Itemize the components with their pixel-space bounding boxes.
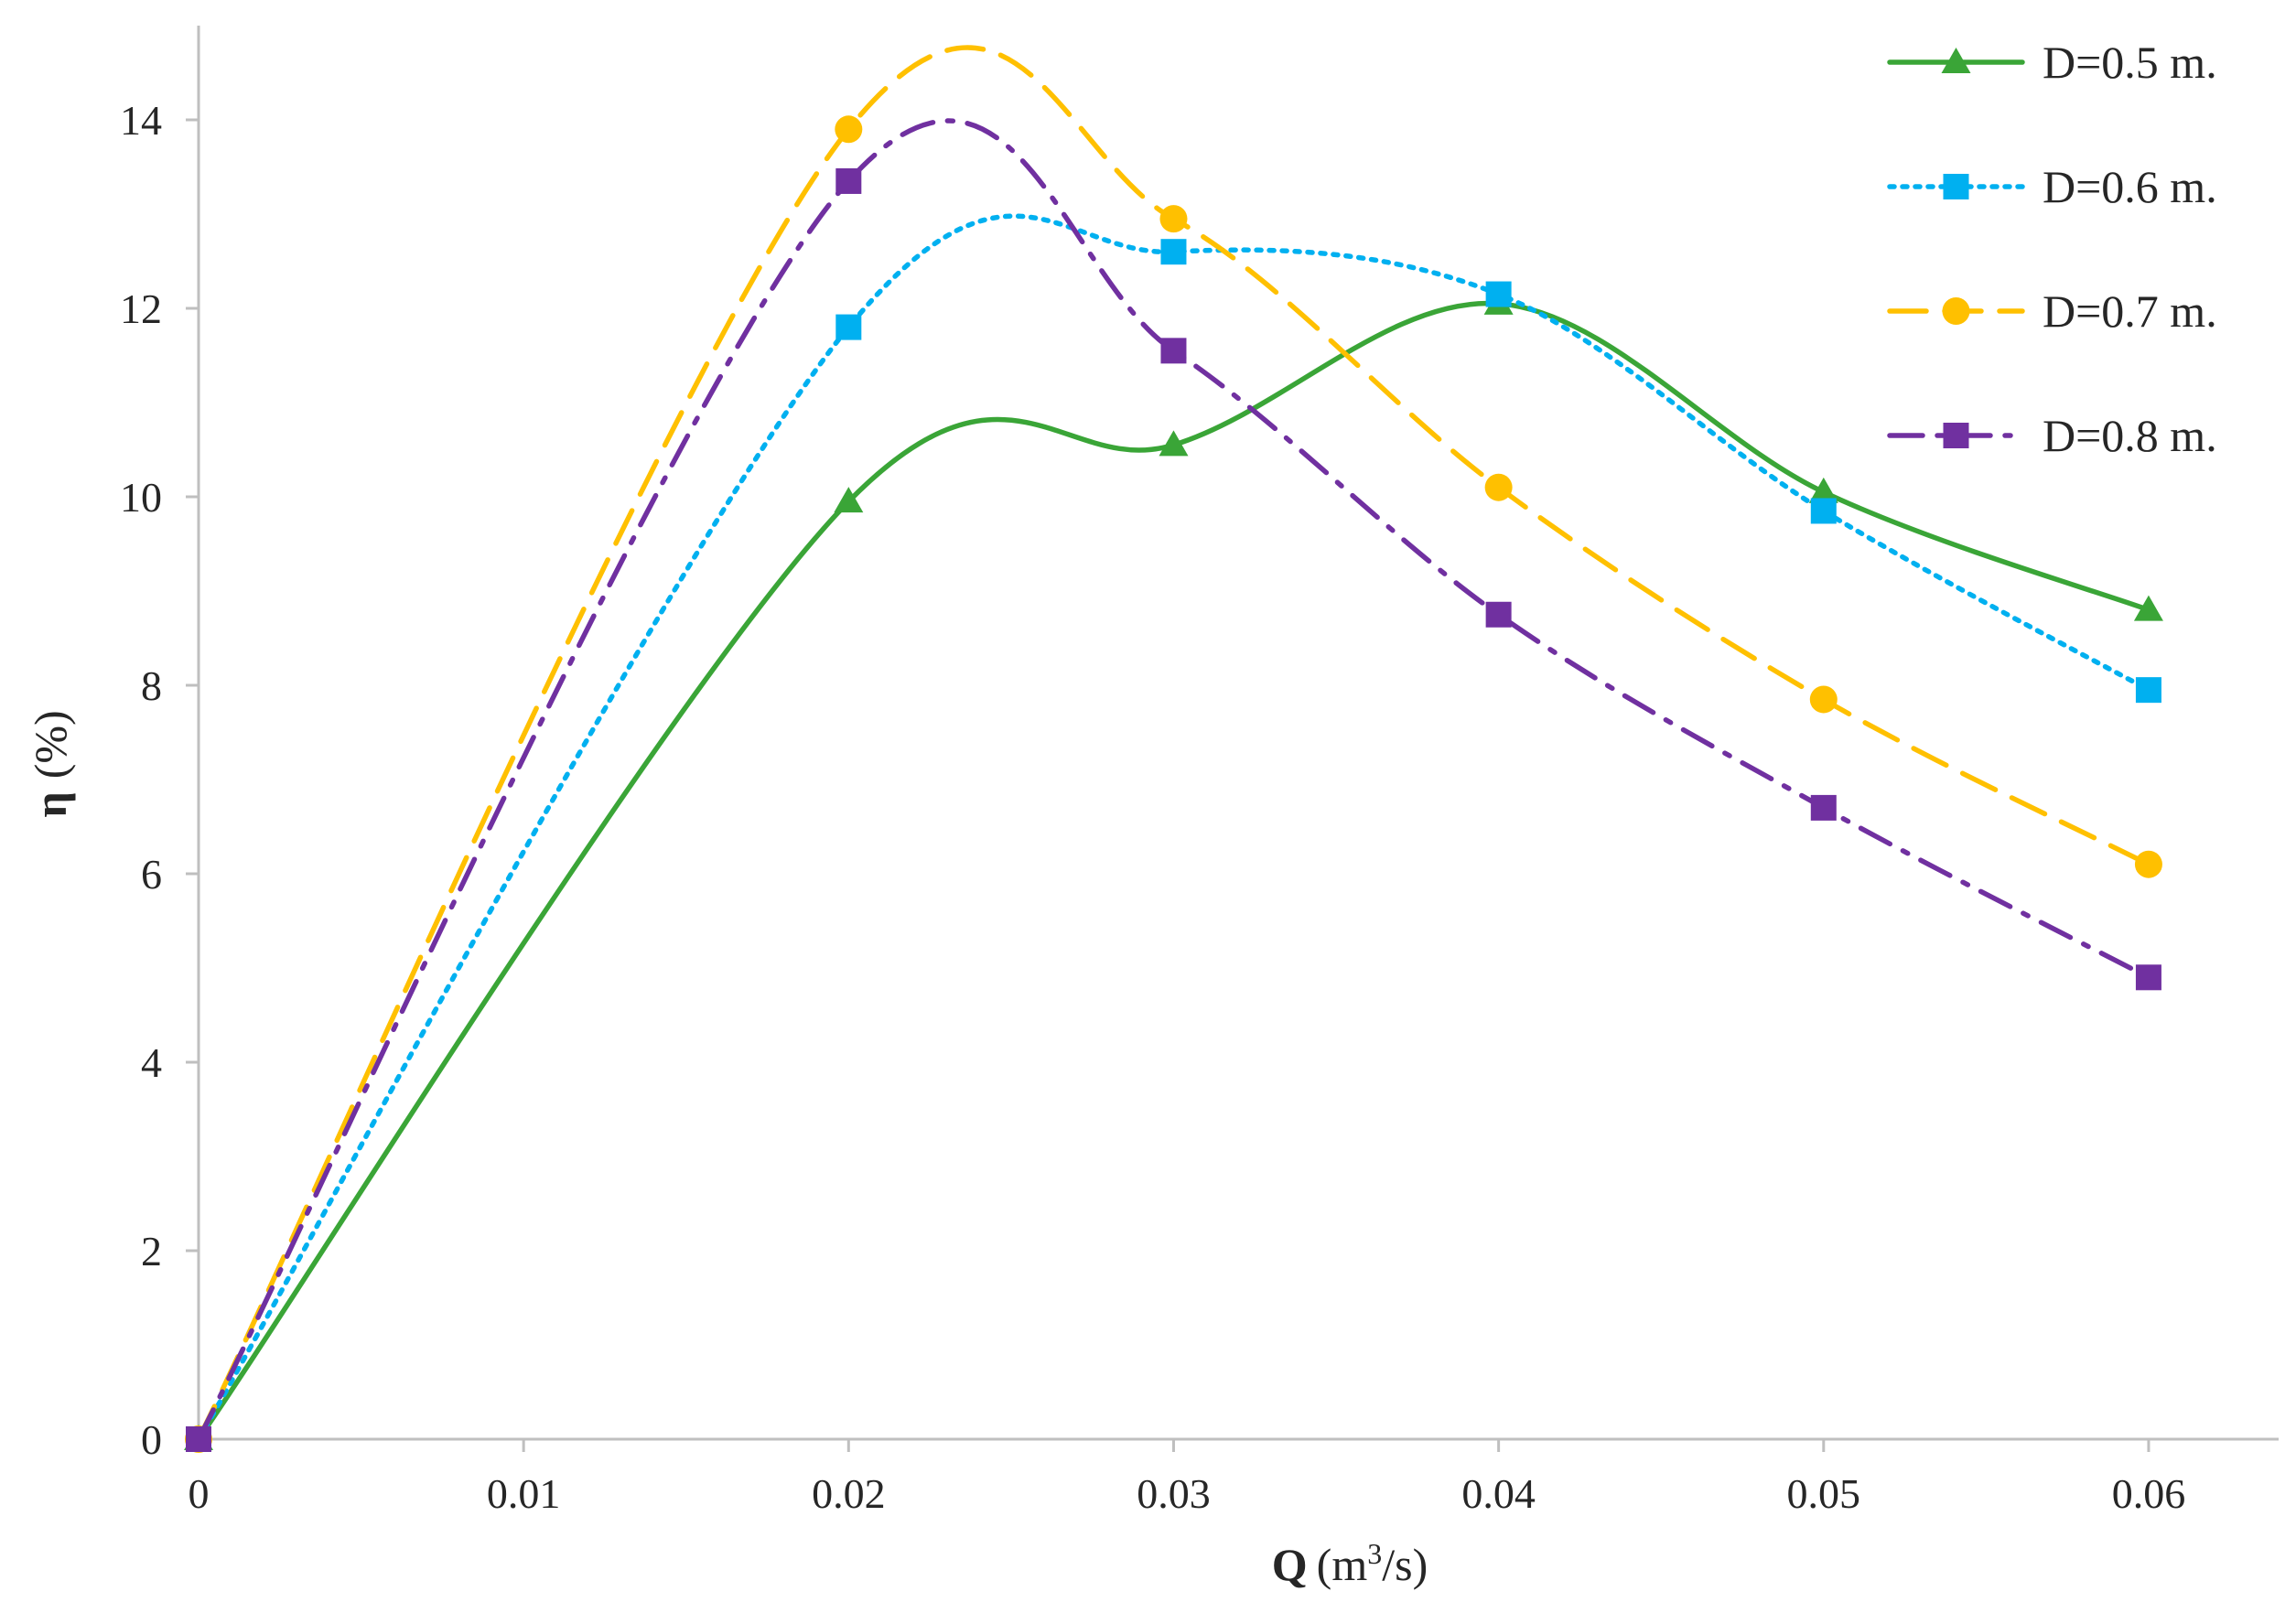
y-tick-label: 6 xyxy=(141,851,162,898)
y-axis-unit: (%) xyxy=(25,710,76,779)
data-point xyxy=(835,115,863,144)
legend: D=0.5 m. D=0.6 m. D=0.7 m. D=0.8 m. xyxy=(1887,37,2217,461)
y-tick-label: 0 xyxy=(141,1416,162,1463)
data-point xyxy=(1485,281,1512,307)
data-point xyxy=(1809,685,1838,714)
axes: 0 2 4 6 8 10 12 14 0 0.01 0.02 0.03 0.04 0.05 0.06 xyxy=(120,26,2279,1517)
data-point xyxy=(186,1426,211,1452)
data-point xyxy=(835,314,862,340)
data-point xyxy=(2133,595,2163,621)
x-axis-unit-pre: (m xyxy=(1317,1539,1368,1590)
legend-label: D=0.7 m. xyxy=(2043,285,2217,337)
data-point xyxy=(1160,338,1187,364)
legend-item: D=0.5 m. xyxy=(1887,37,2217,88)
data-point xyxy=(1485,601,1512,628)
x-tick-label: 0.06 xyxy=(2112,1470,2186,1517)
x-axis-unit-sup: 3 xyxy=(1367,1537,1382,1570)
y-tick-label: 4 xyxy=(141,1039,162,1086)
data-point xyxy=(1160,239,1187,265)
legend-label: D=0.5 m. xyxy=(2043,37,2217,88)
x-axis-symbol: Q xyxy=(1272,1539,1308,1590)
legend-item: D=0.7 m. xyxy=(1887,285,2217,337)
x-tick-label: 0 xyxy=(189,1470,210,1517)
y-axis-title: η (%) xyxy=(25,710,76,817)
x-tick-label: 0.05 xyxy=(1787,1470,1861,1517)
series-layer xyxy=(184,45,2163,1453)
series-4 xyxy=(186,118,2161,1452)
x-tick-label: 0.01 xyxy=(487,1470,561,1517)
legend-item: D=0.6 m. xyxy=(1887,161,2217,212)
data-point xyxy=(2135,964,2161,991)
series-line xyxy=(196,300,2151,1442)
series-1 xyxy=(184,288,2163,1450)
x-axis-unit-post: /s) xyxy=(1382,1539,1428,1590)
y-tick-label: 12 xyxy=(120,285,162,332)
legend-label: D=0.6 m. xyxy=(2043,161,2217,212)
legend-marker xyxy=(1943,423,1969,448)
y-tick-label: 14 xyxy=(120,97,162,144)
legend-marker xyxy=(1941,48,1971,73)
y-axis-symbol: η xyxy=(25,791,76,817)
data-point xyxy=(1484,473,1513,501)
x-tick-label: 0.03 xyxy=(1137,1470,1211,1517)
y-tick-label: 8 xyxy=(141,662,162,709)
legend-marker xyxy=(1943,174,1969,199)
legend-label: D=0.8 m. xyxy=(2043,410,2217,461)
series-line xyxy=(196,118,2151,1442)
series-2 xyxy=(186,213,2161,1452)
data-point xyxy=(834,487,864,513)
data-point xyxy=(1810,498,1837,524)
x-tick-label: 0.04 xyxy=(1461,1470,1536,1517)
y-tick-label: 2 xyxy=(141,1228,162,1274)
data-point xyxy=(1159,205,1188,233)
legend-marker xyxy=(1942,297,1970,325)
data-point xyxy=(1159,430,1189,457)
x-axis-title: Q (m3/s) xyxy=(1272,1537,1428,1590)
data-point xyxy=(2134,850,2162,878)
x-tick-label: 0.02 xyxy=(812,1470,886,1517)
data-point xyxy=(2135,677,2161,704)
data-point xyxy=(1810,794,1837,821)
y-tick-label: 10 xyxy=(120,474,162,521)
data-point xyxy=(835,167,862,194)
data-point xyxy=(1808,477,1838,503)
legend-item: D=0.8 m. xyxy=(1887,410,2217,461)
